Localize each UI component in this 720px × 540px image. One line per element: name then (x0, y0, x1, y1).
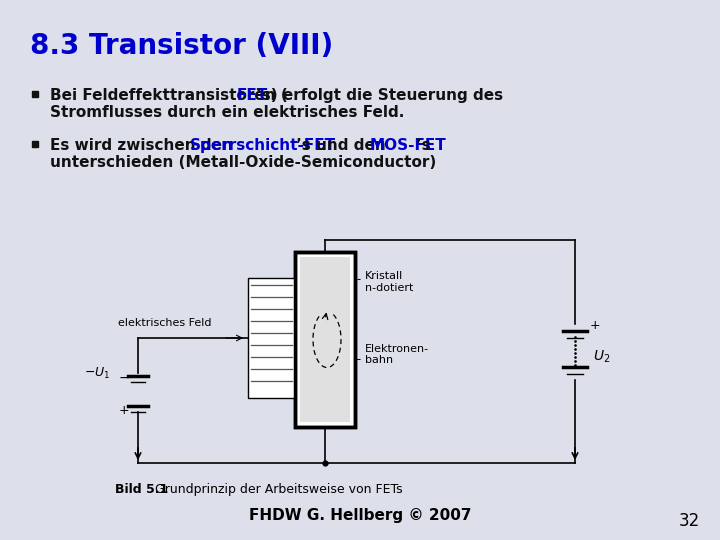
Bar (248, 278, 295, 398)
Text: 32: 32 (679, 512, 700, 530)
Text: Bei Feldeffekttransistoren (: Bei Feldeffekttransistoren ( (50, 88, 288, 103)
Text: Sperrschicht-FET: Sperrschicht-FET (189, 138, 336, 153)
Text: ’s) erfolgt die Steuerung des: ’s) erfolgt die Steuerung des (256, 88, 503, 103)
Text: Grundprinzip der Arbeitsweise von FETs: Grundprinzip der Arbeitsweise von FETs (147, 483, 402, 496)
Text: Kristall
n-dotiert: Kristall n-dotiert (365, 271, 413, 293)
Text: Elektronen-
bahn: Elektronen- bahn (365, 343, 429, 365)
Bar (295, 252, 355, 427)
Bar (32, 91, 38, 97)
Text: ’s und den: ’s und den (296, 138, 391, 153)
Text: FET: FET (236, 88, 267, 103)
Bar (295, 252, 355, 427)
Text: Bild 5.1: Bild 5.1 (115, 483, 168, 496)
Text: Es wird zwischen den: Es wird zwischen den (50, 138, 238, 153)
Text: −: − (118, 371, 130, 385)
Text: Stromflusses durch ein elektrisches Feld.: Stromflusses durch ein elektrisches Feld… (50, 105, 405, 120)
Text: +: + (119, 403, 130, 416)
Text: FHDW G. Hellberg © 2007: FHDW G. Hellberg © 2007 (248, 508, 472, 523)
Text: 8.3 Transistor (VIII): 8.3 Transistor (VIII) (30, 32, 333, 60)
Bar (300, 257, 350, 422)
Text: elektrisches Feld: elektrisches Feld (118, 318, 212, 328)
Text: $U_2$: $U_2$ (593, 348, 611, 364)
Text: ’s: ’s (415, 138, 431, 153)
Text: $-U_1$: $-U_1$ (84, 366, 110, 381)
Text: MOS-FET: MOS-FET (369, 138, 446, 153)
Bar (32, 141, 38, 147)
Text: +: + (590, 319, 600, 332)
Text: unterschieden (Metall-Oxide-Semiconductor): unterschieden (Metall-Oxide-Semiconducto… (50, 155, 436, 170)
